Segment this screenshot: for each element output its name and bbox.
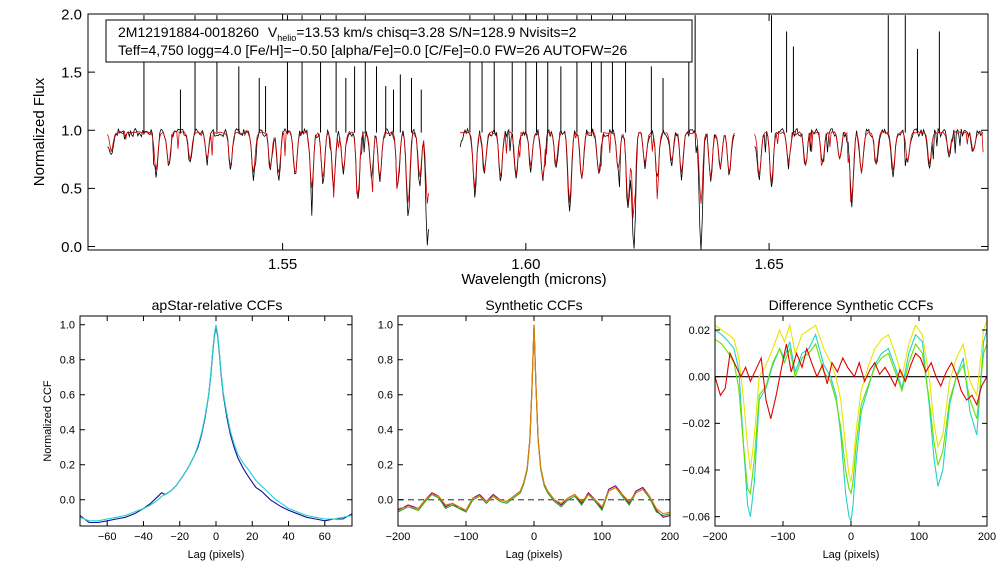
synthetic-ccf-xtick-label: 100 <box>593 531 611 543</box>
spectrum-xtick-label: 1.60 <box>511 256 540 273</box>
difference-ccf-title: Difference Synthetic CCFs <box>769 297 934 313</box>
spectrum-xtick-label: 1.55 <box>268 256 297 273</box>
info-line-1: 2M12191884-0018260 Vhelio=13.53 km/s chis… <box>118 24 577 43</box>
apstar-ccf-xtick-label: 40 <box>282 531 294 543</box>
synthetic-ccf-ytick-label: 0.8 <box>378 355 393 367</box>
difference-ccf-series-diff-cyan <box>715 329 987 524</box>
apstar-ccf-ytick-label: 0.2 <box>60 460 75 472</box>
synthetic-ccf-xtick-label: −100 <box>454 531 479 543</box>
difference-ccf-xtick-label: 200 <box>978 531 996 543</box>
difference-ccf-ytick-label: −0.02 <box>682 418 710 430</box>
difference-ccf-xtick-label: −200 <box>703 531 728 543</box>
info-legend-box: 2M12191884-0018260 Vhelio=13.53 km/s chis… <box>105 19 693 63</box>
apstar-ccf-xtick-label: −40 <box>134 531 153 543</box>
apstar-ccf-y-label: Normalized CCF <box>42 380 54 462</box>
difference-ccf-xtick-label: 0 <box>848 531 854 543</box>
spectrum-ytick-label: 0.5 <box>61 181 82 198</box>
synthetic-ccf-ytick-label: 0.4 <box>378 425 393 437</box>
synthetic-ccf-ytick-label: 1.0 <box>378 320 393 332</box>
synthetic-ccf-series-synth-3 <box>398 324 670 515</box>
synthetic-ccf-xtick-label: −200 <box>386 531 411 543</box>
apstar-ccf-ytick-label: 0.6 <box>60 390 75 402</box>
difference-ccf-xtick-label: −100 <box>771 531 796 543</box>
difference-ccf-series-diff-yellow <box>715 320 987 482</box>
difference-ccf-curves <box>715 320 987 524</box>
synthetic-ccf-curves <box>398 324 670 518</box>
apstar-ccf-xtick-label: 20 <box>246 531 258 543</box>
synthetic-ccf-ytick-label: 0.2 <box>378 460 393 472</box>
synthetic-ccf-ytick-label: 0.0 <box>378 495 393 507</box>
apstar-ccf-ytick-label: 0.8 <box>60 355 75 367</box>
apstar-ccf-ytick-label: 1.0 <box>60 320 75 332</box>
spectrum-panel: 1.55 1.60 1.65 0.0 0.5 1.0 1.5 2.0 Wavelength (… <box>31 6 989 288</box>
spectrum-y-label: Normalized Flux <box>31 77 48 186</box>
apstar-ccf-xtick-label: −20 <box>170 531 189 543</box>
spectrum-xtick-label: 1.65 <box>754 256 783 273</box>
difference-ccf-series-diff-lime <box>715 338 987 496</box>
v-subscript: helio <box>277 33 296 43</box>
difference-ccf-ytick-label: 0.00 <box>689 372 710 384</box>
v-rest: =13.53 km/s chisq=3.28 S/N=128.9 Nvisits… <box>296 24 576 40</box>
spectrum-series-model <box>107 130 984 219</box>
synthetic-ccf-ytick-label: 0.6 <box>378 390 393 402</box>
spectrum-ytick-label: 1.0 <box>61 123 82 140</box>
synthetic-ccf-panel: Synthetic CCFs −200 −100 0 100 200 0.0 0.2 0.4 0… <box>378 297 679 561</box>
difference-ccf-ytick-label: 0.02 <box>689 325 710 337</box>
synthetic-ccf-xtick-label: 200 <box>661 531 679 543</box>
apstar-ccf-panel: apStar-relative CCFs −60 −40 −20 0 20 40 60 0.0… <box>42 297 353 561</box>
apstar-ccf-axes: −60 −40 −20 0 20 40 60 0.0 0.2 0.4 0.6 0.8 1.0 <box>60 316 352 543</box>
apstar-ccf-title: apStar-relative CCFs <box>152 297 283 313</box>
info-line-2: Teff=4,750 logg=4.0 [Fe/H]=−0.50 [alpha/… <box>118 42 627 58</box>
spectrum-ytick-label: 1.5 <box>61 64 82 81</box>
apstar-ccf-ytick-label: 0.0 <box>60 495 75 507</box>
difference-ccf-ytick-label: −0.04 <box>682 465 710 477</box>
apstar-ccf-xtick-label: 60 <box>319 531 331 543</box>
apstar-ccf-xtick-label: 0 <box>213 531 219 543</box>
spectrum-ytick-label: 0.0 <box>61 239 82 256</box>
spectrum-axes: 1.55 1.60 1.65 0.0 0.5 1.0 1.5 2.0 <box>61 6 988 273</box>
info-box-frame <box>105 19 693 63</box>
synthetic-ccf-xtick-label: 0 <box>531 531 537 543</box>
difference-ccf-axes: −200 −100 0 100 200 0.02 0.00 −0.02 −0.04 −0.06 <box>682 316 996 543</box>
apstar-ccf-ytick-label: 0.4 <box>60 425 75 437</box>
apstar-ccf-xtick-label: −60 <box>98 531 117 543</box>
apstar-ccf-curves <box>80 324 352 524</box>
difference-ccf-xtick-label: 100 <box>910 531 928 543</box>
star-id: 2M12191884-0018260 <box>118 24 259 40</box>
difference-ccf-x-label: Lag (pixels) <box>823 549 880 561</box>
apstar-ccf-series-ccf-b <box>80 324 352 522</box>
difference-ccf-panel: Difference Synthetic CCFs −200 −100 0 100 20… <box>682 297 996 561</box>
synthetic-ccf-x-label: Lag (pixels) <box>506 549 563 561</box>
spectrum-x-label: Wavelength (microns) <box>461 271 606 288</box>
apstar-ccf-x-label: Lag (pixels) <box>188 549 245 561</box>
spectrum-ytick-label: 2.0 <box>61 6 82 23</box>
synthetic-ccf-axes: −200 −100 0 100 200 0.0 0.2 0.4 0.6 0.8 1.0 <box>378 316 679 543</box>
v-label: V <box>268 24 278 40</box>
synthetic-ccf-title: Synthetic CCFs <box>485 297 582 313</box>
difference-ccf-series-diff-red <box>715 343 987 419</box>
difference-ccf-ytick-label: −0.06 <box>682 512 710 524</box>
spectrum-plot-frame <box>87 13 989 251</box>
